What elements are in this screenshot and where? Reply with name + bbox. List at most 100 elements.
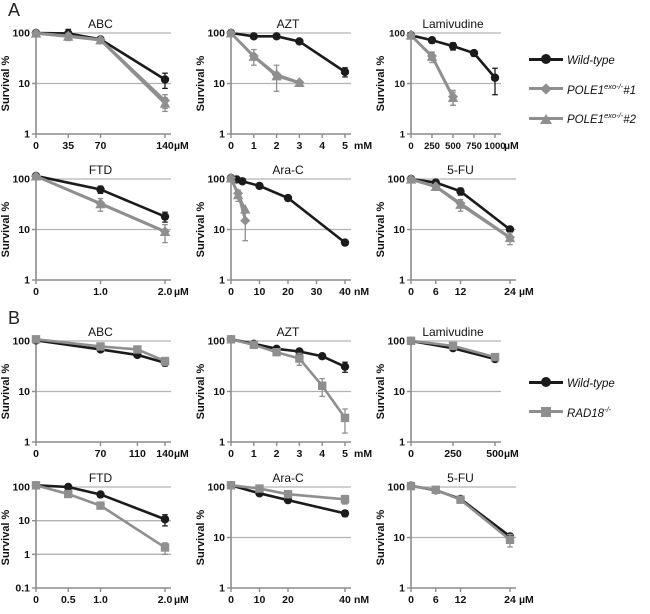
svg-text:µM: µM — [504, 140, 519, 152]
legend-item-wild-type: Wild-type — [529, 52, 636, 67]
svg-text:110: 110 — [129, 448, 146, 460]
legend-item-pole1-1: POLE1exo-/-#1 — [529, 82, 636, 96]
svg-text:1.0: 1.0 — [93, 594, 108, 606]
chart-b-lamivudine: 1 10 100 0 250 500 µM Lamivudine Survival % — [375, 326, 525, 468]
svg-text:0: 0 — [33, 140, 39, 152]
svg-text:1: 1 — [219, 437, 225, 449]
svg-text:10: 10 — [18, 515, 30, 527]
svg-text:250: 250 — [444, 448, 462, 460]
svg-text:140: 140 — [156, 140, 174, 152]
svg-text:10: 10 — [254, 594, 266, 606]
svg-text:100: 100 — [207, 28, 225, 40]
svg-text:Lamivudine: Lamivudine — [422, 326, 484, 339]
svg-text:FTD: FTD — [89, 164, 113, 177]
svg-text:750: 750 — [466, 141, 482, 152]
legend-item-wild-type-b: Wild-type — [529, 375, 615, 390]
svg-text:5: 5 — [342, 448, 348, 460]
svg-text:3: 3 — [296, 448, 302, 460]
legend-item-pole1-2: POLE1exo-/-#2 — [529, 111, 636, 126]
svg-text:µM: µM — [519, 286, 534, 298]
svg-text:6: 6 — [433, 594, 439, 606]
chart-a-lamivudine: 1 10 100 0 250 500 750 1000 µM Lamivudine Survival… — [375, 18, 525, 160]
chart-a-azt: 1 10 100 0 1 2 3 4 5 mM AZT Survival % — [195, 18, 375, 160]
svg-text:AZT: AZT — [277, 326, 300, 339]
svg-text:nM: nM — [354, 594, 369, 606]
svg-text:1.0: 1.0 — [93, 286, 108, 298]
svg-text:1: 1 — [399, 275, 405, 287]
svg-text:10: 10 — [254, 286, 266, 298]
svg-text:2.0: 2.0 — [158, 286, 173, 298]
svg-text:0: 0 — [408, 141, 413, 152]
panel-b: B 1 10 100 0 70 110 140 µM ABC Survival % 1 10 100 0… — [0, 308, 650, 614]
svg-text:Lamivudine: Lamivudine — [422, 18, 484, 31]
svg-text:100: 100 — [207, 174, 225, 186]
svg-text:35: 35 — [62, 140, 74, 152]
svg-text:5-FU: 5-FU — [447, 472, 474, 485]
svg-text:FTD: FTD — [89, 472, 113, 485]
svg-text:Survival %: Survival % — [375, 201, 387, 257]
triangle-marker-icon — [529, 113, 563, 125]
svg-text:Survival %: Survival % — [0, 509, 12, 565]
legend-label-wild-type-b: Wild-type — [567, 377, 615, 390]
svg-text:Ara-C: Ara-C — [272, 164, 304, 177]
svg-text:10: 10 — [18, 224, 30, 236]
svg-text:100: 100 — [12, 482, 30, 494]
svg-text:Survival %: Survival % — [375, 55, 387, 111]
svg-text:1: 1 — [399, 437, 405, 449]
svg-text:AZT: AZT — [277, 18, 300, 31]
legend-panel-a: Wild-type POLE1exo-/-#1 POLE1exo-/-#2 — [525, 18, 636, 160]
svg-text:µM: µM — [174, 448, 189, 460]
svg-text:µM: µM — [174, 140, 189, 152]
legend-label-rad18: RAD18-/- — [567, 404, 612, 420]
svg-text:250: 250 — [424, 141, 440, 152]
panel-b-label: B — [8, 308, 21, 328]
svg-text:40: 40 — [339, 594, 351, 606]
svg-text:100: 100 — [207, 336, 225, 348]
svg-text:mM: mM — [354, 448, 372, 460]
svg-text:12: 12 — [455, 594, 467, 606]
chart-b-ftd: 0.1 1 10 100 0 0.5 1.0 2.0 µM FTD Survival % — [0, 472, 195, 614]
svg-text:ABC: ABC — [88, 18, 113, 31]
svg-text:24: 24 — [504, 594, 516, 606]
svg-text:10: 10 — [213, 78, 225, 90]
svg-text:µM: µM — [174, 286, 189, 298]
svg-text:µM: µM — [174, 594, 189, 606]
svg-text:1: 1 — [24, 275, 30, 287]
svg-text:1: 1 — [219, 583, 225, 595]
svg-text:Survival %: Survival % — [195, 55, 207, 111]
svg-text:5: 5 — [342, 140, 348, 152]
svg-text:10: 10 — [393, 224, 405, 236]
svg-text:10: 10 — [18, 386, 30, 398]
svg-text:10: 10 — [393, 386, 405, 398]
legend-label-wild-type: Wild-type — [567, 54, 615, 67]
svg-text:Survival %: Survival % — [0, 55, 12, 111]
svg-text:Survival %: Survival % — [195, 509, 207, 565]
svg-text:10: 10 — [213, 386, 225, 398]
svg-text:1: 1 — [219, 275, 225, 287]
svg-text:mM: mM — [354, 140, 372, 152]
svg-text:Ara-C: Ara-C — [272, 472, 304, 485]
svg-text:1: 1 — [251, 140, 257, 152]
svg-text:0.1: 0.1 — [15, 583, 30, 595]
svg-text:24: 24 — [504, 286, 516, 298]
svg-text:Survival %: Survival % — [0, 201, 12, 257]
svg-text:100: 100 — [389, 29, 405, 40]
svg-text:1: 1 — [24, 437, 30, 449]
svg-text:1: 1 — [399, 583, 405, 595]
svg-text:2: 2 — [274, 448, 280, 460]
svg-text:1: 1 — [24, 129, 30, 141]
panel-b-row-1: 1 10 100 0 70 110 140 µM ABC Survival % 1 10 100 0 1 2… — [0, 326, 650, 468]
legend-label-pole1-2: POLE1exo-/-#2 — [567, 111, 637, 127]
legend-panel-b: Wild-type RAD18-/- — [525, 326, 615, 468]
diamond-marker-icon — [529, 83, 563, 95]
svg-text:70: 70 — [95, 140, 107, 152]
svg-text:100: 100 — [387, 482, 405, 494]
chart-b-azt: 1 10 100 0 1 2 3 4 5 mM AZT Survival % — [195, 326, 375, 468]
circle-marker-icon — [529, 53, 563, 65]
svg-text:6: 6 — [433, 286, 439, 298]
svg-text:500: 500 — [486, 448, 504, 460]
svg-text:100: 100 — [12, 174, 30, 186]
svg-text:Survival %: Survival % — [375, 509, 387, 565]
svg-text:2: 2 — [274, 140, 280, 152]
